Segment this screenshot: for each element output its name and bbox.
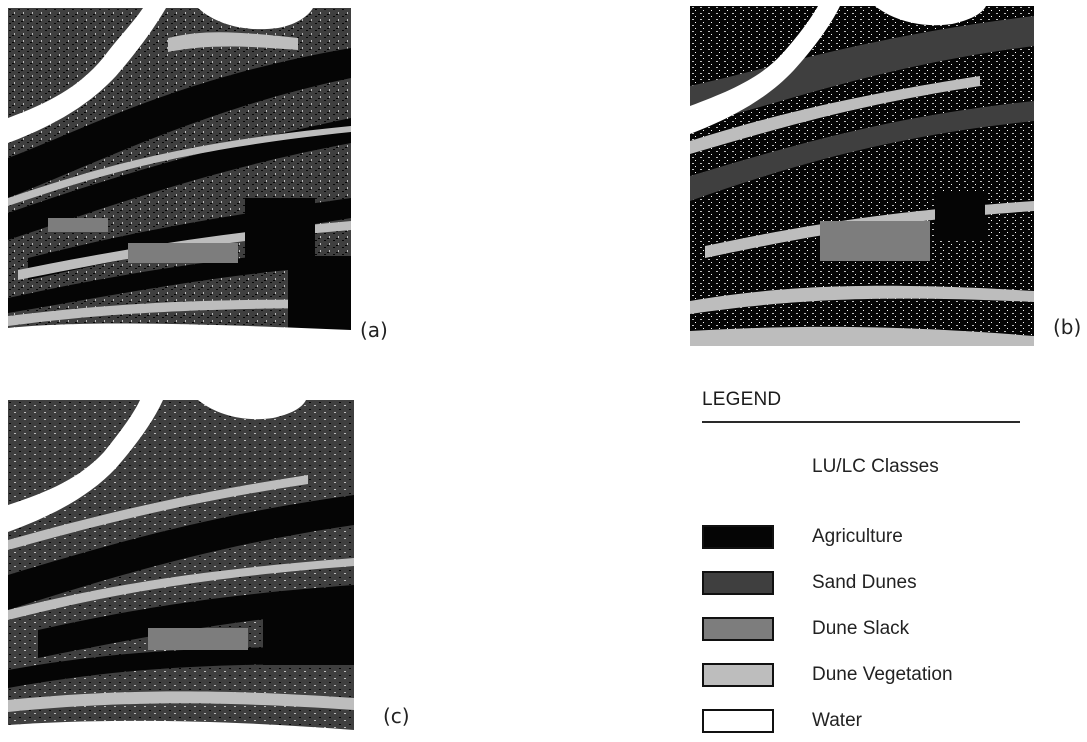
legend-item-dune-slack: Dune Slack [702,614,909,644]
legend-item-agriculture: Agriculture [702,522,903,552]
classified-map-b [690,6,1034,346]
legend-label-dune-slack: Dune Slack [812,618,910,639]
legend-divider [702,421,1020,423]
legend-swatch-dune-slack [702,617,774,641]
classified-map-c [8,400,354,740]
legend-item-sand-dunes: Sand Dunes [702,568,917,598]
legend-item-dune-vegetation: Dune Vegetation [702,660,953,690]
legend-label-agriculture: Agriculture [812,526,903,547]
legend-label-sand-dunes: Sand Dunes [812,572,917,593]
legend-swatch-agriculture [702,525,774,549]
classified-map-a-image [8,8,351,345]
legend-subtitle: LU/LC Classes [812,456,939,477]
classified-map-a [8,8,351,345]
classified-map-b-image [690,6,1034,346]
classified-map-c-image [8,400,354,740]
panel-label-b: (b) [1053,315,1082,339]
panel-label-a: (a) [360,318,388,342]
legend-label-dune-vegetation: Dune Vegetation [812,664,953,685]
legend-label-water: Water [812,710,862,731]
legend-swatch-water [702,709,774,733]
legend-item-water: Water [702,706,862,736]
panel-label-c: (c) [383,704,410,728]
legend-swatch-sand-dunes [702,571,774,595]
legend: LEGEND LU/LC Classes Agriculture Sand Du… [702,389,1020,733]
legend-title: LEGEND [702,389,782,410]
legend-swatch-dune-vegetation [702,663,774,687]
